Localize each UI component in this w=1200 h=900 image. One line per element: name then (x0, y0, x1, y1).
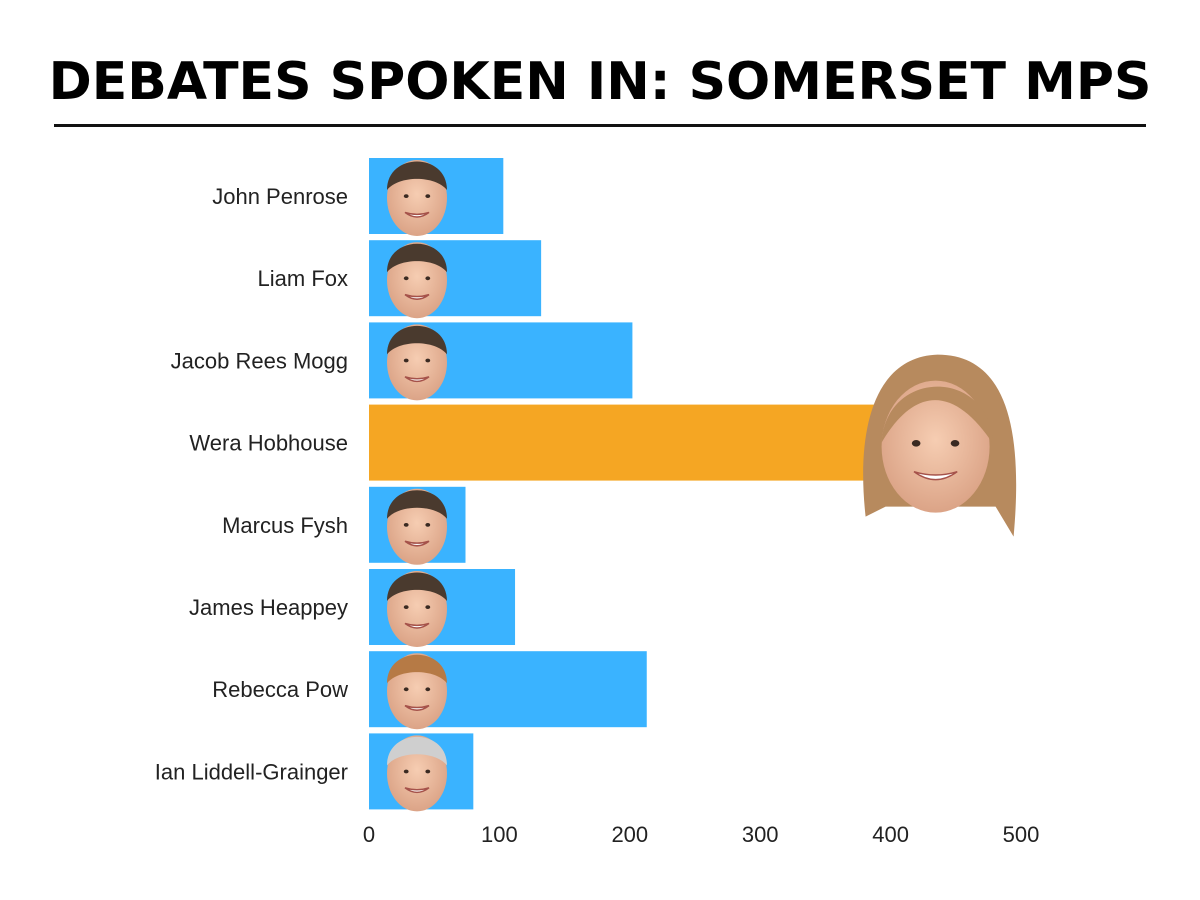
x-tick-500: 500 (1003, 822, 1040, 847)
title-divider (54, 124, 1146, 127)
portrait-ian-liddell-grainger (387, 735, 447, 812)
x-tick-0: 0 (363, 822, 375, 847)
category-label-james-heappey: James Heappey (189, 595, 348, 620)
portrait-marcus-fysh (387, 488, 447, 565)
bar-wera-hobhouse (369, 404, 891, 481)
portrait-jacob-rees-mogg (387, 324, 447, 401)
portrait-liam-fox (387, 242, 447, 319)
category-label-liam-fox: Liam Fox (258, 266, 348, 291)
chart-title: DEBATES SPOKEN IN: SOMERSET MPS (48, 52, 1152, 112)
faces-group (387, 160, 1017, 812)
portrait-rebecca-pow (387, 653, 447, 730)
category-labels: John Penrose Liam Fox Jacob Rees Mogg Wera … (155, 184, 348, 784)
category-label-rebecca-pow: Rebecca Pow (212, 677, 348, 702)
category-label-wera-hobhouse: Wera Hobhouse (189, 431, 348, 456)
x-tick-200: 200 (611, 822, 648, 847)
x-tick-300: 300 (742, 822, 779, 847)
x-tick-100: 100 (481, 822, 518, 847)
portrait-james-heappey (387, 571, 447, 647)
x-tick-400: 400 (872, 822, 909, 847)
portrait-john-penrose (387, 160, 447, 236)
category-label-ian-liddell-grainger: Ian Liddell-Grainger (155, 759, 348, 784)
portrait-wera-hobhouse (863, 354, 1017, 537)
category-label-marcus-fysh: Marcus Fysh (222, 513, 348, 538)
category-label-jacob-rees-mogg: Jacob Rees Mogg (171, 348, 348, 373)
category-label-john-penrose: John Penrose (212, 184, 348, 209)
bars-group (369, 158, 891, 810)
x-axis-tick-labels: 0 100 200 300 400 500 (363, 822, 1039, 847)
